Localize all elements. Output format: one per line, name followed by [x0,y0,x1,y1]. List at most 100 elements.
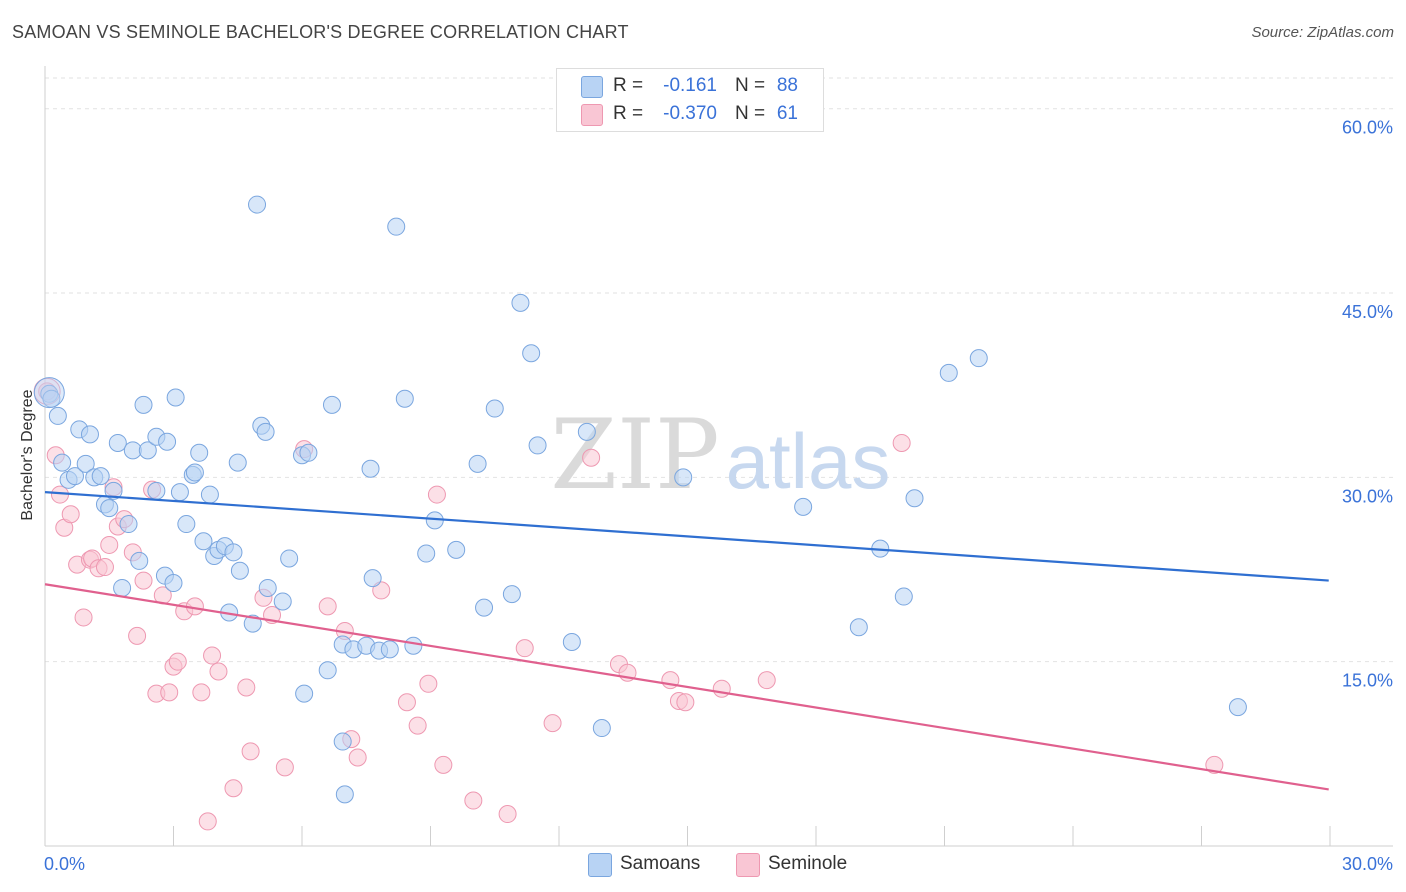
seminole-point [408,716,427,735]
seminole-point [241,742,260,761]
watermark-zip: ZIP [550,399,719,511]
samoans-point [849,618,868,637]
seminole-point [192,683,211,702]
samoans-point [258,578,277,597]
samoans-point [190,443,209,462]
seminole-point [676,693,695,712]
y-tick-label: 15.0% [1342,671,1393,691]
n-label: N = [735,103,766,124]
seminole-point [427,485,446,504]
samoans-point [224,543,243,562]
seminole-point [203,646,222,665]
samoans-point [158,432,177,451]
seminole-point [168,652,187,671]
samoans-point [1228,698,1247,717]
seminole-legend-swatch [736,853,760,877]
y-tick-labels: 15.0% 30.0% 45.0% 60.0% [1342,118,1393,691]
seminole-trend-line [44,583,1329,791]
samoans-point [243,614,262,633]
samoans-point [177,515,196,534]
samoans-point [248,195,267,214]
y-tick-label: 30.0% [1342,486,1393,506]
samoans-point [577,422,596,441]
samoans-points [33,195,1247,804]
samoans-point [194,532,213,551]
seminole-point [582,448,601,467]
r-label: R = [613,103,644,124]
x-tick-labels: 0.0% 30.0% [44,854,1393,874]
samoans-point [447,540,466,559]
samoans-point [299,443,318,462]
seminole-point [198,812,217,831]
samoans-point [100,499,119,518]
seminole-point [209,662,228,681]
n-value-samoans: 88 [776,75,798,96]
samoans-point [468,454,487,473]
samoans-point [164,574,183,593]
chart-title: SAMOAN VS SEMINOLE BACHELOR'S DEGREE COR… [12,22,629,42]
samoans-point [80,425,99,444]
seminole-legend-label: Seminole [768,853,848,874]
samoans-point [295,684,314,703]
seminole-point [61,505,80,524]
samoans-point [123,441,142,460]
samoans-point [256,422,275,441]
seminole-point [372,581,391,600]
seminole-point [134,571,153,590]
seminole-point [275,758,294,777]
r-value-samoans: -0.161 [663,75,717,96]
seminole-point [397,693,416,712]
samoans-point [185,463,204,482]
seminole-point [515,639,534,658]
samoans-point [147,481,166,500]
seminole-point [1205,755,1224,774]
seminole-point [224,779,243,798]
samoans-point [170,483,189,502]
samoans-point [119,515,138,534]
seminole-point [348,748,367,767]
seminole-point [464,791,483,810]
r-value-seminole: -0.370 [663,103,717,124]
samoans-point [894,587,913,606]
seminole-point [237,678,256,697]
samoans-point [130,551,149,570]
samoans-point [361,459,380,478]
samoans-swatch [581,76,603,98]
samoans-point [318,661,337,680]
samoans-point [166,388,185,407]
seminole-point [757,671,776,690]
r-label: R = [613,75,644,96]
samoans-point [404,636,423,655]
samoans-point [395,389,414,408]
seminole-point [128,626,147,645]
legend-row-seminole: R = -0.370 N = 61 [557,101,823,127]
n-label: N = [735,75,766,96]
samoans-point [562,633,581,652]
samoans-point [280,549,299,568]
watermark: ZIP atlas [550,399,890,511]
x-tick-label-min: 0.0% [44,854,85,874]
source-credit: Source: ZipAtlas.com [1251,24,1394,41]
samoans-point [522,344,541,363]
legend-row-samoans: R = -0.161 N = 88 [557,73,823,99]
axes [44,66,1393,847]
correlation-legend: R = -0.161 N = 88 R = -0.370 N = 61 [556,68,824,132]
samoans-point [108,433,127,452]
watermark-atlas: atlas [726,417,891,505]
seminole-point [160,683,179,702]
samoans-point [273,592,292,611]
samoans-point [475,598,494,617]
samoans-point [511,293,530,312]
y-tick-label: 60.0% [1342,118,1393,138]
samoans-point [200,485,219,504]
seminole-point [543,714,562,733]
samoans-point [592,719,611,738]
samoans-point [380,640,399,659]
samoans-point [91,467,110,486]
samoans-point [363,569,382,588]
samoans-cluster-point [33,377,65,409]
samoans-point [53,453,72,472]
samoans-point [794,497,813,516]
seminole-point [892,433,911,452]
